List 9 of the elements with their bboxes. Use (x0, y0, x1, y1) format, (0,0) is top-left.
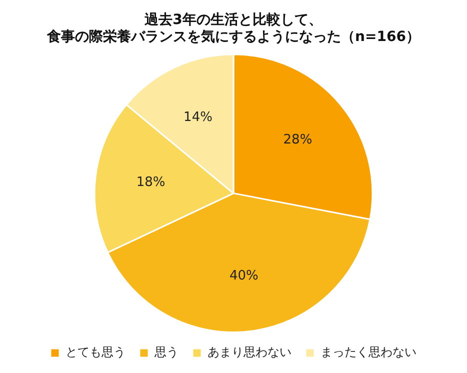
data-label: 40% (229, 268, 258, 284)
legend-label: 思う (154, 345, 178, 360)
legend-label: あまり思わない (208, 345, 292, 360)
data-label: 18% (136, 175, 166, 190)
legend-label: とても思う (66, 345, 126, 360)
chart-title: 過去3年の生活と比較して、食事の際栄養バランスを気にするようになった（n=166） (46, 12, 420, 45)
data-label: 28% (283, 132, 312, 148)
data-label: 14% (184, 110, 212, 126)
legend-label: まったく思わない (320, 345, 416, 360)
